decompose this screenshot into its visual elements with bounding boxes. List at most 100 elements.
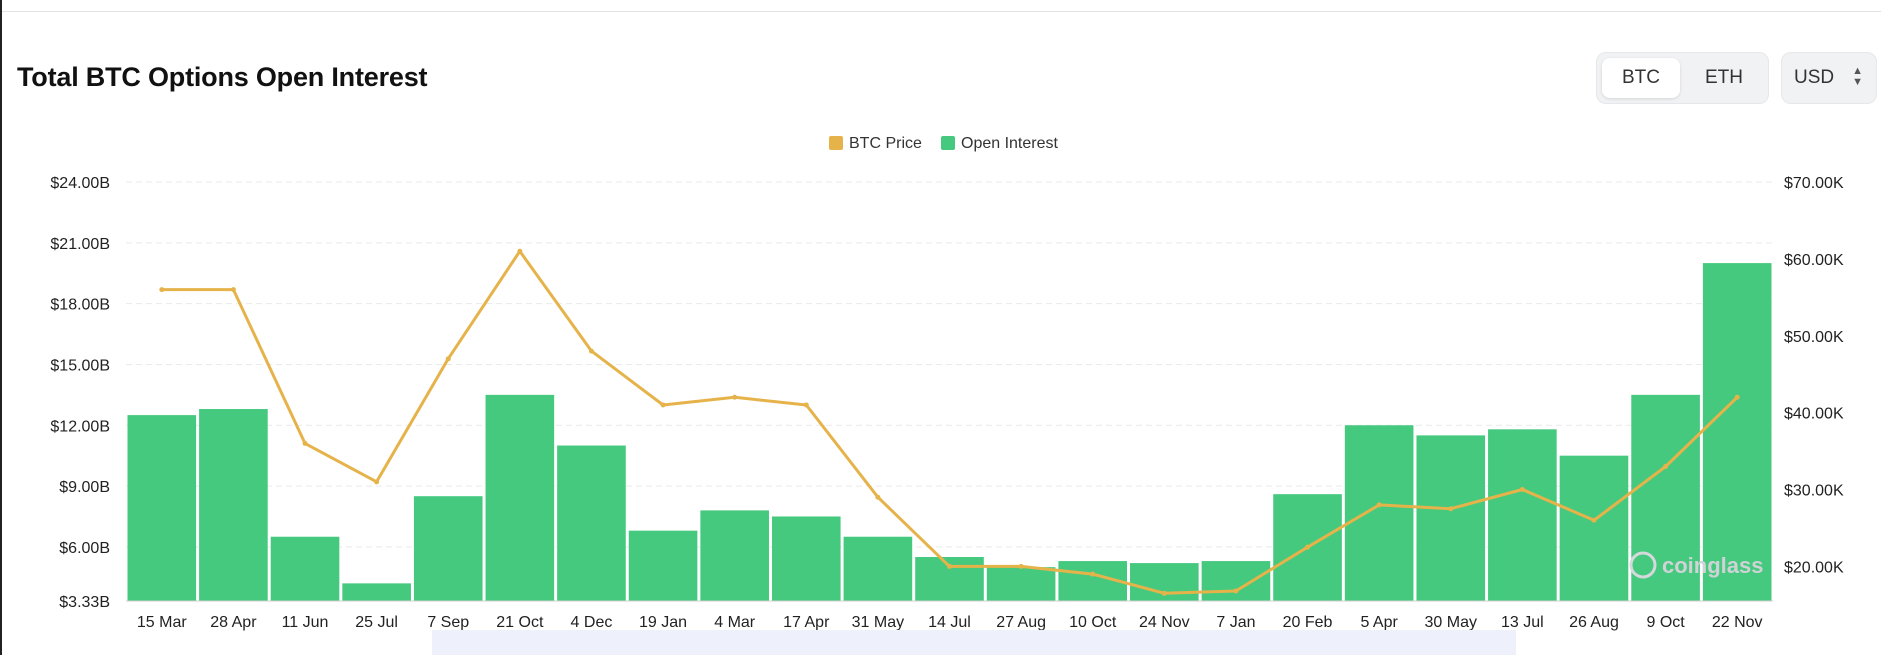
page-title: Total BTC Options Open Interest	[17, 62, 428, 92]
x-tick-label: 17 Apr	[783, 614, 830, 631]
btc-price-point	[159, 287, 165, 293]
x-tick-label: 31 May	[852, 614, 904, 631]
y-right-tick-label: $70.00K	[1784, 175, 1844, 192]
open-interest-bars	[127, 263, 1772, 601]
y-left-tick-label: $9.00B	[59, 479, 110, 496]
x-tick-label: 15 Mar	[137, 614, 187, 631]
btc-price-point	[445, 356, 451, 362]
y-right-tick-label: $30.00K	[1784, 483, 1844, 500]
x-tick-label: 21 Oct	[496, 614, 544, 631]
btc-price-point	[1090, 571, 1096, 577]
open-interest-bar	[628, 530, 698, 601]
watermark-text: coinglass	[1662, 553, 1763, 578]
y-left-tick-label: $6.00B	[59, 540, 110, 557]
btc-price-point	[1519, 487, 1525, 493]
btc-price-line	[159, 248, 1740, 596]
watermark-logo-icon	[1629, 551, 1657, 579]
y-right-tick-label: $40.00K	[1784, 406, 1844, 423]
open-interest-bar	[986, 567, 1056, 601]
x-tick-label: 28 Apr	[210, 614, 257, 631]
x-tick-label: 19 Jan	[639, 614, 687, 631]
x-tick-label: 20 Feb	[1283, 614, 1333, 631]
open-interest-bar	[199, 409, 268, 601]
btc-price-point	[302, 440, 308, 446]
x-tick-label: 27 Aug	[996, 614, 1046, 631]
open-interest-bar	[1344, 425, 1414, 601]
y-left-tick-label: $3.33B	[59, 594, 110, 611]
x-tick-label: 13 Jul	[1501, 614, 1544, 631]
legend-label[interactable]: Open Interest	[961, 135, 1059, 152]
x-tick-label: 5 Apr	[1360, 614, 1398, 631]
btc-price-point	[660, 402, 666, 408]
x-tick-label: 14 Jul	[928, 614, 971, 631]
x-tick-label: 22 Nov	[1712, 614, 1763, 631]
tab-eth[interactable]: ETH	[1705, 67, 1743, 88]
open-interest-bar	[1201, 561, 1271, 601]
x-tick-label: 9 Oct	[1646, 614, 1685, 631]
legend-swatch	[829, 136, 843, 150]
btc-price-point	[947, 563, 952, 569]
x-tick-label: 25 Jul	[355, 614, 398, 631]
btc-price-point	[588, 348, 594, 354]
open-interest-bar	[843, 536, 913, 601]
chevron-up-down-icon: ▲ ▼	[1852, 65, 1863, 88]
top-frame-border	[0, 0, 1881, 12]
btc-price-point	[517, 248, 523, 254]
btc-price-point	[732, 394, 738, 400]
open-interest-bar	[557, 445, 626, 601]
x-tick-label: 7 Sep	[427, 614, 469, 631]
btc-price-point	[1305, 544, 1311, 550]
tab-btc[interactable]: BTC	[1602, 58, 1680, 98]
x-tick-label: 24 Nov	[1139, 614, 1190, 631]
btc-price-point	[1376, 502, 1382, 508]
chart-legend: BTC Price Open Interest	[829, 135, 1059, 152]
x-tick-label: 26 Aug	[1569, 614, 1619, 631]
axes: $24.00B $21.00B $18.00B $15.00B $12.00B $9.00…	[50, 175, 1844, 631]
y-left-tick-label: $24.00B	[50, 175, 110, 192]
y-left-tick-label: $18.00B	[50, 297, 110, 314]
open-interest-bar	[1559, 455, 1629, 601]
btc-price-point	[230, 287, 236, 293]
left-frame-border	[0, 0, 2, 655]
asset-toggle: BTC ETH	[1596, 52, 1769, 104]
y-right-tick-label: $20.00K	[1784, 559, 1844, 576]
y-left-tick-label: $12.00B	[50, 418, 110, 435]
open-interest-bar	[1702, 263, 1772, 601]
open-interest-bar	[127, 415, 197, 601]
btc-price-point	[1018, 563, 1024, 569]
open-interest-bar	[1416, 435, 1486, 601]
y-right-tick-label: $50.00K	[1784, 329, 1844, 346]
btc-price-point	[1233, 588, 1239, 594]
y-left-tick-label: $15.00B	[50, 357, 110, 374]
open-interest-bar	[1631, 394, 1700, 601]
btc-price-point	[1663, 463, 1669, 469]
x-tick-label: 10 Oct	[1069, 614, 1117, 631]
btc-price-point	[1161, 590, 1167, 596]
btc-price-point	[875, 494, 881, 500]
y-right-tick-label: $60.00K	[1784, 252, 1844, 269]
btc-price-point	[1734, 394, 1740, 400]
btc-price-point	[374, 479, 380, 485]
legend-label[interactable]: BTC Price	[849, 135, 922, 152]
currency-select[interactable]: USD ▲ ▼	[1781, 52, 1877, 104]
x-tick-label: 30 May	[1425, 614, 1477, 631]
open-interest-bar	[485, 394, 555, 601]
x-tick-label: 11 Jun	[282, 614, 329, 631]
x-tick-label: 4 Mar	[714, 614, 756, 631]
chart-range-scroller[interactable]	[432, 630, 1516, 655]
open-interest-bar	[915, 557, 984, 601]
open-interest-bar	[700, 510, 769, 601]
y-left-tick-label: $21.00B	[50, 236, 110, 253]
open-interest-bar	[342, 583, 411, 601]
btc-price-point	[1591, 517, 1597, 523]
currency-select-value: USD	[1794, 67, 1835, 88]
open-interest-bar	[270, 536, 340, 601]
btc-price-point	[1448, 506, 1454, 512]
open-interest-bar	[1488, 429, 1557, 601]
open-interest-bar	[771, 516, 841, 601]
x-tick-label: 7 Jan	[1216, 614, 1255, 631]
x-tick-label: 4 Dec	[571, 614, 613, 631]
btc-price-point	[803, 402, 809, 408]
open-interest-bar	[413, 496, 483, 601]
